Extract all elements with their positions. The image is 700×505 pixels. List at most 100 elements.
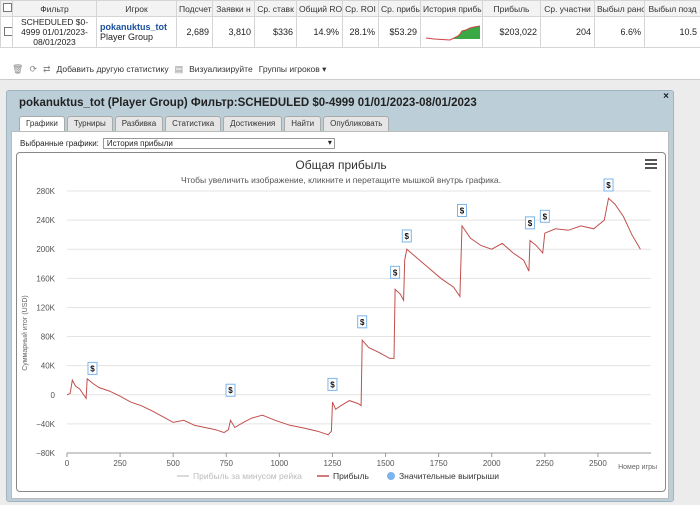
big-win-label: $ [405,232,410,241]
legend-item-profit: Прибыль [333,471,370,481]
big-win-marker [87,361,98,375]
big-win-marker [539,209,550,223]
col-header-total-roi[interactable]: Общий ROI [296,0,343,17]
x-tick-label: 1250 [324,459,342,468]
chart-selector[interactable]: История прибыли [102,138,335,149]
legend-item-big-wins: Значительные выигрыши [399,471,499,481]
trash-icon[interactable]: 🗑 [12,63,24,74]
y-tick-label: 0 [51,391,56,400]
panel-title: pokanuktus_tot (Player Group) Фильтр:SCH… [19,97,477,109]
player-link[interactable]: pokanuktus_tot [100,22,168,32]
profit-chart[interactable]: Общая прибыль Чтобы увеличить изображени… [16,152,666,492]
col-header-filter[interactable]: Фильтр [12,0,97,17]
tab-achievements[interactable]: Достижения [223,116,283,131]
col-header-profit-history[interactable]: История прибы [420,0,483,17]
add-stats-button[interactable]: Добавить другую статистику [56,64,169,74]
statistics-table: Фильтр Игрок Подсчет Заявки н Ср. ставк … [0,0,700,48]
panel-body: Выбранные графики: История прибыли Общая… [11,131,669,499]
y-tick-label: −80K [36,449,56,458]
checkbox-icon[interactable] [3,3,12,12]
chart-title: Общая прибыль [295,158,386,172]
col-header-avg-field[interactable]: Ср. участни [540,0,595,17]
x-tick-label: 0 [65,459,70,468]
header-select-all[interactable] [0,0,13,17]
big-win-marker [357,315,368,329]
col-header-profit[interactable]: Прибыль [482,0,541,17]
sparkline-chart [425,25,481,41]
legend-item-net-profit: Прибыль за минусом рейка [193,471,302,481]
cell-entries: 3,810 [212,16,255,48]
x-tick-label: 2500 [589,459,607,468]
y-axis-ticks: −80K −40K 0 40K 80K 120K 160K 200K 240K 280K [36,187,56,458]
tab-find[interactable]: Найти [284,116,322,131]
y-tick-label: 80K [41,333,56,342]
col-header-avg-roi[interactable]: Ср. ROI [342,0,379,17]
x-axis-label: Номер игры [618,464,657,471]
col-header-entries[interactable]: Заявки н [212,0,255,17]
close-icon[interactable]: × [663,91,669,102]
refresh-icon[interactable]: ⟳ [29,63,37,74]
table-row[interactable]: SCHEDULED $0-4999 01/01/2023-08/01/2023 … [0,16,700,48]
x-tick-label: 1750 [430,459,448,468]
table-header-row: Фильтр Игрок Подсчет Заявки н Ср. ставк … [0,0,700,17]
legend-swatch-big-wins [387,472,395,480]
chart-selector-row: Выбранные графики: История прибыли [20,138,335,149]
cell-avg-profit: $53.29 [378,16,421,48]
cell-profit: $203,022 [482,16,541,48]
table-toolbar: 🗑 ⟳ ⇄ Добавить другую статистику ▤ Визуа… [0,62,700,76]
panel-tabs: Графики Турниры Разбивка Статистика Дост… [19,116,390,131]
big-win-label: $ [393,268,398,277]
checkbox-icon[interactable] [4,26,12,36]
add-stats-icon[interactable]: ⇄ [42,63,51,74]
visualize-icon[interactable]: ▤ [174,63,184,74]
chart-subtitle: Чтобы увеличить изображение, кликните и … [181,175,501,185]
x-tick-label: 250 [113,459,127,468]
big-win-label: $ [528,219,533,228]
cell-filter: SCHEDULED $0-4999 01/01/2023-08/01/2023 [12,16,97,48]
col-header-player[interactable]: Игрок [96,0,177,17]
y-tick-label: 280K [36,187,55,196]
row-select[interactable] [0,16,13,48]
cell-avg-stake: $336 [254,16,297,48]
cell-avg-field: 204 [540,16,595,48]
y-tick-label: 240K [36,216,55,225]
big-win-label: $ [460,206,465,215]
hamburger-menu-icon[interactable] [645,159,657,171]
tab-breakdown[interactable]: Разбивка [114,116,164,131]
cell-early-bust: 6.6% [594,16,645,48]
col-header-avg-profit[interactable]: Ср. прибы [378,0,421,17]
tab-publish[interactable]: Опубликовать [323,116,390,131]
cell-player: pokanuktus_tot Player Group [96,16,177,48]
tab-statistics[interactable]: Статистика [165,116,222,131]
col-header-late-bust[interactable]: Выбыл позд [644,0,700,17]
cell-avg-roi: 28.1% [342,16,379,48]
big-win-marker [456,203,467,217]
col-header-early-bust[interactable]: Выбыл рано [594,0,645,17]
chart-legend: Прибыль за минусом рейка Прибыль Значитель… [177,471,499,481]
y-tick-label: −40K [36,420,56,429]
big-win-marker [603,178,614,192]
player-groups-dropdown[interactable]: Группы игроков ▾ [258,63,327,74]
big-wins-group: $ $ $ $ $ $ $ $ $ $ [87,178,614,397]
statistics-table-area: Фильтр Игрок Подсчет Заявки н Ср. ставк … [0,0,700,80]
x-tick-label: 2250 [536,459,554,468]
x-tick-label: 1500 [377,459,395,468]
big-win-marker [225,383,236,397]
col-header-count[interactable]: Подсчет [176,0,213,17]
series-group [66,197,641,436]
tab-tournaments[interactable]: Турниры [66,116,113,131]
big-win-label: $ [360,318,365,327]
y-axis-label: Суммарный итог (USD) [21,295,29,371]
chart-selector-label: Выбранные графики: [20,139,99,148]
tab-charts[interactable]: Графики [19,116,65,131]
x-tick-label: 750 [220,459,234,468]
big-win-label: $ [606,181,611,190]
visualize-button[interactable]: Визуализируйте [189,64,253,74]
sparkline-line [425,25,481,41]
big-win-label: $ [330,380,335,389]
big-win-marker [401,229,412,243]
y-tick-label: 160K [36,274,55,283]
cell-profit-history-sparkline[interactable] [420,16,483,48]
col-header-avg-stake[interactable]: Ср. ставк [254,0,297,17]
x-axis-ticks: 0 250 500 750 1000 1250 1500 1750 2000 2250 2500 [65,453,607,468]
